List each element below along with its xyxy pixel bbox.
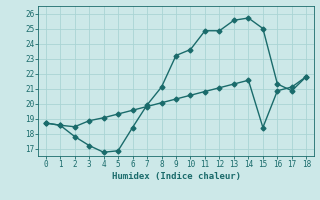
X-axis label: Humidex (Indice chaleur): Humidex (Indice chaleur) — [111, 172, 241, 181]
